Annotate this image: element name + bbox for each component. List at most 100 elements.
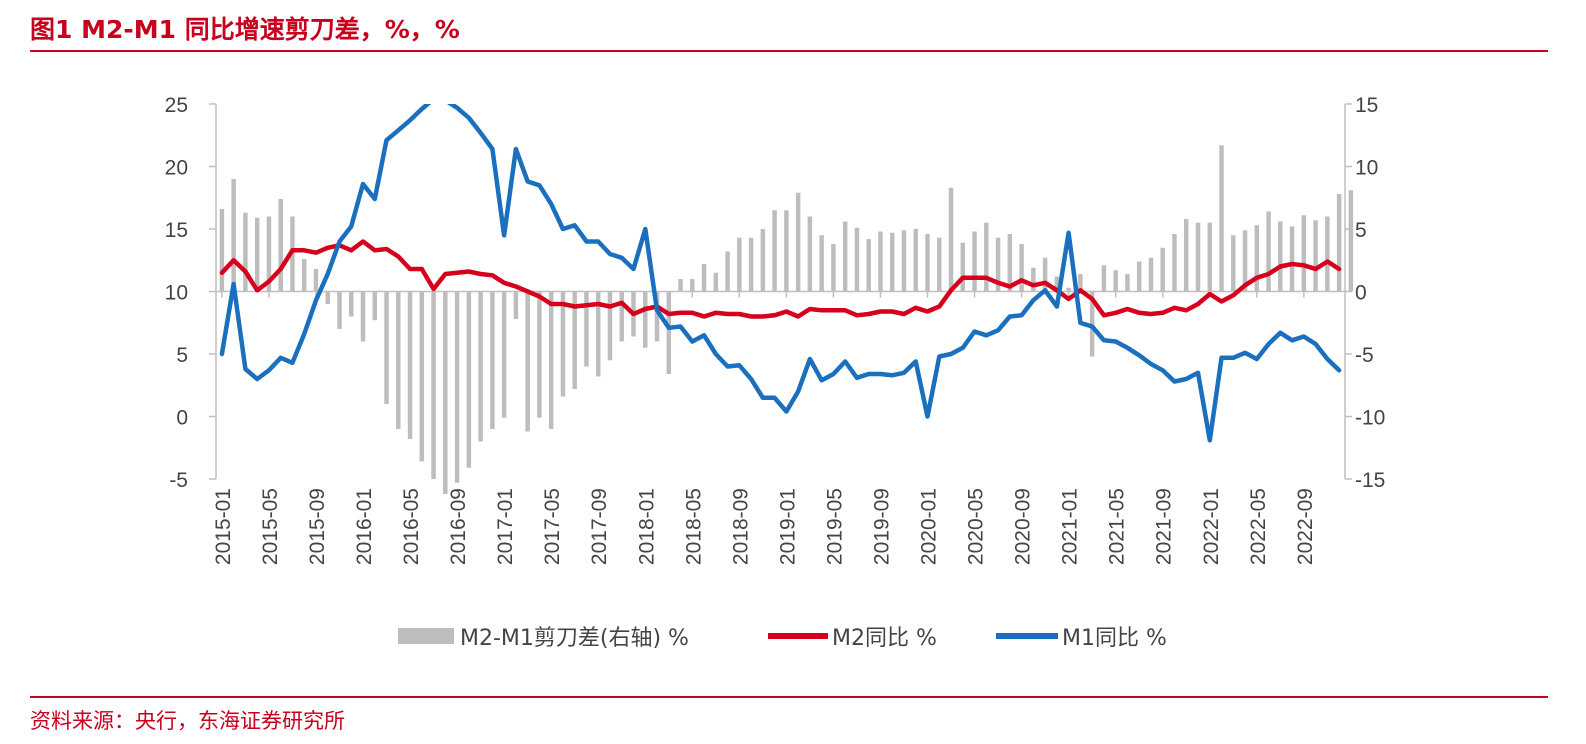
spread-bar	[1289, 226, 1295, 292]
spread-bar	[866, 239, 871, 292]
spread-bar	[643, 291, 648, 348]
x-tick-label: 2018-05	[682, 488, 705, 565]
spread-bar	[937, 237, 942, 292]
spread-bar	[584, 291, 589, 367]
x-tick-label: 2022-01	[1200, 488, 1223, 565]
spread-bar	[948, 187, 954, 292]
spread-bar	[384, 291, 389, 404]
x-tick-label: 2019-05	[823, 488, 846, 565]
spread-bar	[1278, 221, 1283, 292]
spread-bar	[1301, 215, 1307, 292]
left-tick-label: 25	[165, 94, 188, 117]
spread-bar	[619, 291, 624, 342]
left-axis: 25 20 15 10 5 0 -5	[165, 94, 217, 492]
spread-bar	[1078, 274, 1083, 292]
spread-bar	[466, 291, 472, 468]
spread-bar	[701, 264, 707, 292]
left-tick-label: 10	[165, 282, 188, 305]
spread-bar	[349, 291, 354, 317]
source-note: 资料来源：央行，东海证券研究所	[30, 709, 345, 733]
left-tick-label: 15	[165, 219, 188, 242]
x-tick-label: 2015-09	[306, 488, 329, 565]
spread-bar	[501, 291, 507, 418]
x-tick-label: 2021-09	[1153, 488, 1176, 565]
spread-bar	[1172, 234, 1177, 292]
spread-bar	[396, 291, 401, 429]
legend-label-m2: M2同比 %	[832, 626, 937, 651]
spread-bar	[678, 279, 683, 292]
spread-bar	[901, 230, 907, 292]
spread-bar	[1348, 190, 1354, 292]
spread-bar	[337, 291, 342, 329]
spread-bar	[1325, 216, 1330, 292]
legend-label-spread: M2-M1剪刀差(右轴) %	[460, 626, 689, 651]
spread-bar	[560, 291, 566, 397]
spread-bar	[548, 291, 554, 429]
spread-bar	[1148, 257, 1154, 292]
right-axis: 15 10 5 0 -5 -10 -15	[1344, 94, 1385, 492]
spread-bar	[1254, 225, 1260, 292]
left-tick-label: -5	[169, 469, 188, 492]
spread-bar	[854, 227, 860, 292]
footer-divider	[30, 696, 1548, 698]
x-tick-label: 2015-05	[259, 488, 282, 565]
spread-bar	[490, 291, 495, 429]
spread-bar	[360, 291, 366, 342]
spread-bar	[372, 291, 378, 321]
spread-bar	[925, 234, 930, 292]
m2-line	[219, 239, 1342, 319]
x-tick-label: 2022-09	[1294, 488, 1317, 565]
spread-bar	[960, 242, 966, 292]
spread-bar	[807, 216, 813, 292]
right-tick-label: -15	[1355, 469, 1385, 492]
spread-bar	[607, 291, 613, 361]
legend-swatch-spread	[398, 628, 454, 644]
spread-bar	[325, 291, 330, 304]
x-tick-label: 2016-01	[353, 488, 376, 565]
spread-bar	[443, 291, 448, 494]
spread-bar	[595, 291, 601, 377]
spread-bar	[278, 199, 283, 292]
spread-bar	[1101, 265, 1107, 292]
right-tick-label: -10	[1355, 407, 1385, 430]
spread-bar	[1125, 274, 1130, 292]
left-tick-label: 0	[176, 407, 188, 430]
spread-bar	[1336, 194, 1342, 292]
spread-bar	[1266, 211, 1271, 292]
spread-bar	[795, 192, 801, 292]
x-tick-label: 2019-01	[776, 488, 799, 565]
spread-bar	[231, 179, 236, 292]
spread-bar	[478, 291, 483, 442]
spread-bar	[760, 229, 766, 292]
x-tick-label: 2017-05	[541, 488, 564, 565]
spread-bar	[772, 210, 777, 292]
spread-bar	[1183, 219, 1189, 292]
x-tick-label: 2021-05	[1106, 488, 1129, 565]
spread-bar	[266, 216, 272, 292]
spread-bar	[984, 222, 989, 292]
spread-bar	[889, 232, 895, 292]
right-tick-label: 0	[1355, 282, 1367, 305]
x-axis: 2015-01 2015-05 2015-09 2016-01 2016-05 2016-…	[212, 290, 1345, 565]
spread-bar	[819, 235, 824, 292]
spread-bar	[748, 237, 754, 292]
spread-bar	[1231, 235, 1236, 292]
right-tick-label: 15	[1355, 94, 1378, 117]
spread-bar	[1089, 291, 1095, 357]
x-tick-label: 2018-09	[729, 488, 752, 565]
spread-bar	[725, 251, 730, 292]
spread-bar	[513, 291, 519, 319]
spread-bar	[454, 291, 460, 483]
figure-title: 图1 M2-M1 同比增速剪刀差，%，%	[30, 15, 460, 44]
x-tick-label: 2016-05	[400, 488, 423, 565]
m1-line	[219, 104, 1342, 443]
spread-bar	[1054, 276, 1060, 292]
spread-bar	[1136, 261, 1142, 292]
spread-bar	[572, 291, 577, 389]
spread-bar	[1219, 145, 1224, 292]
spread-bar	[842, 221, 848, 292]
x-tick-label: 2022-05	[1247, 488, 1270, 565]
spread-bar	[737, 237, 742, 292]
spread-bar	[1031, 267, 1036, 292]
